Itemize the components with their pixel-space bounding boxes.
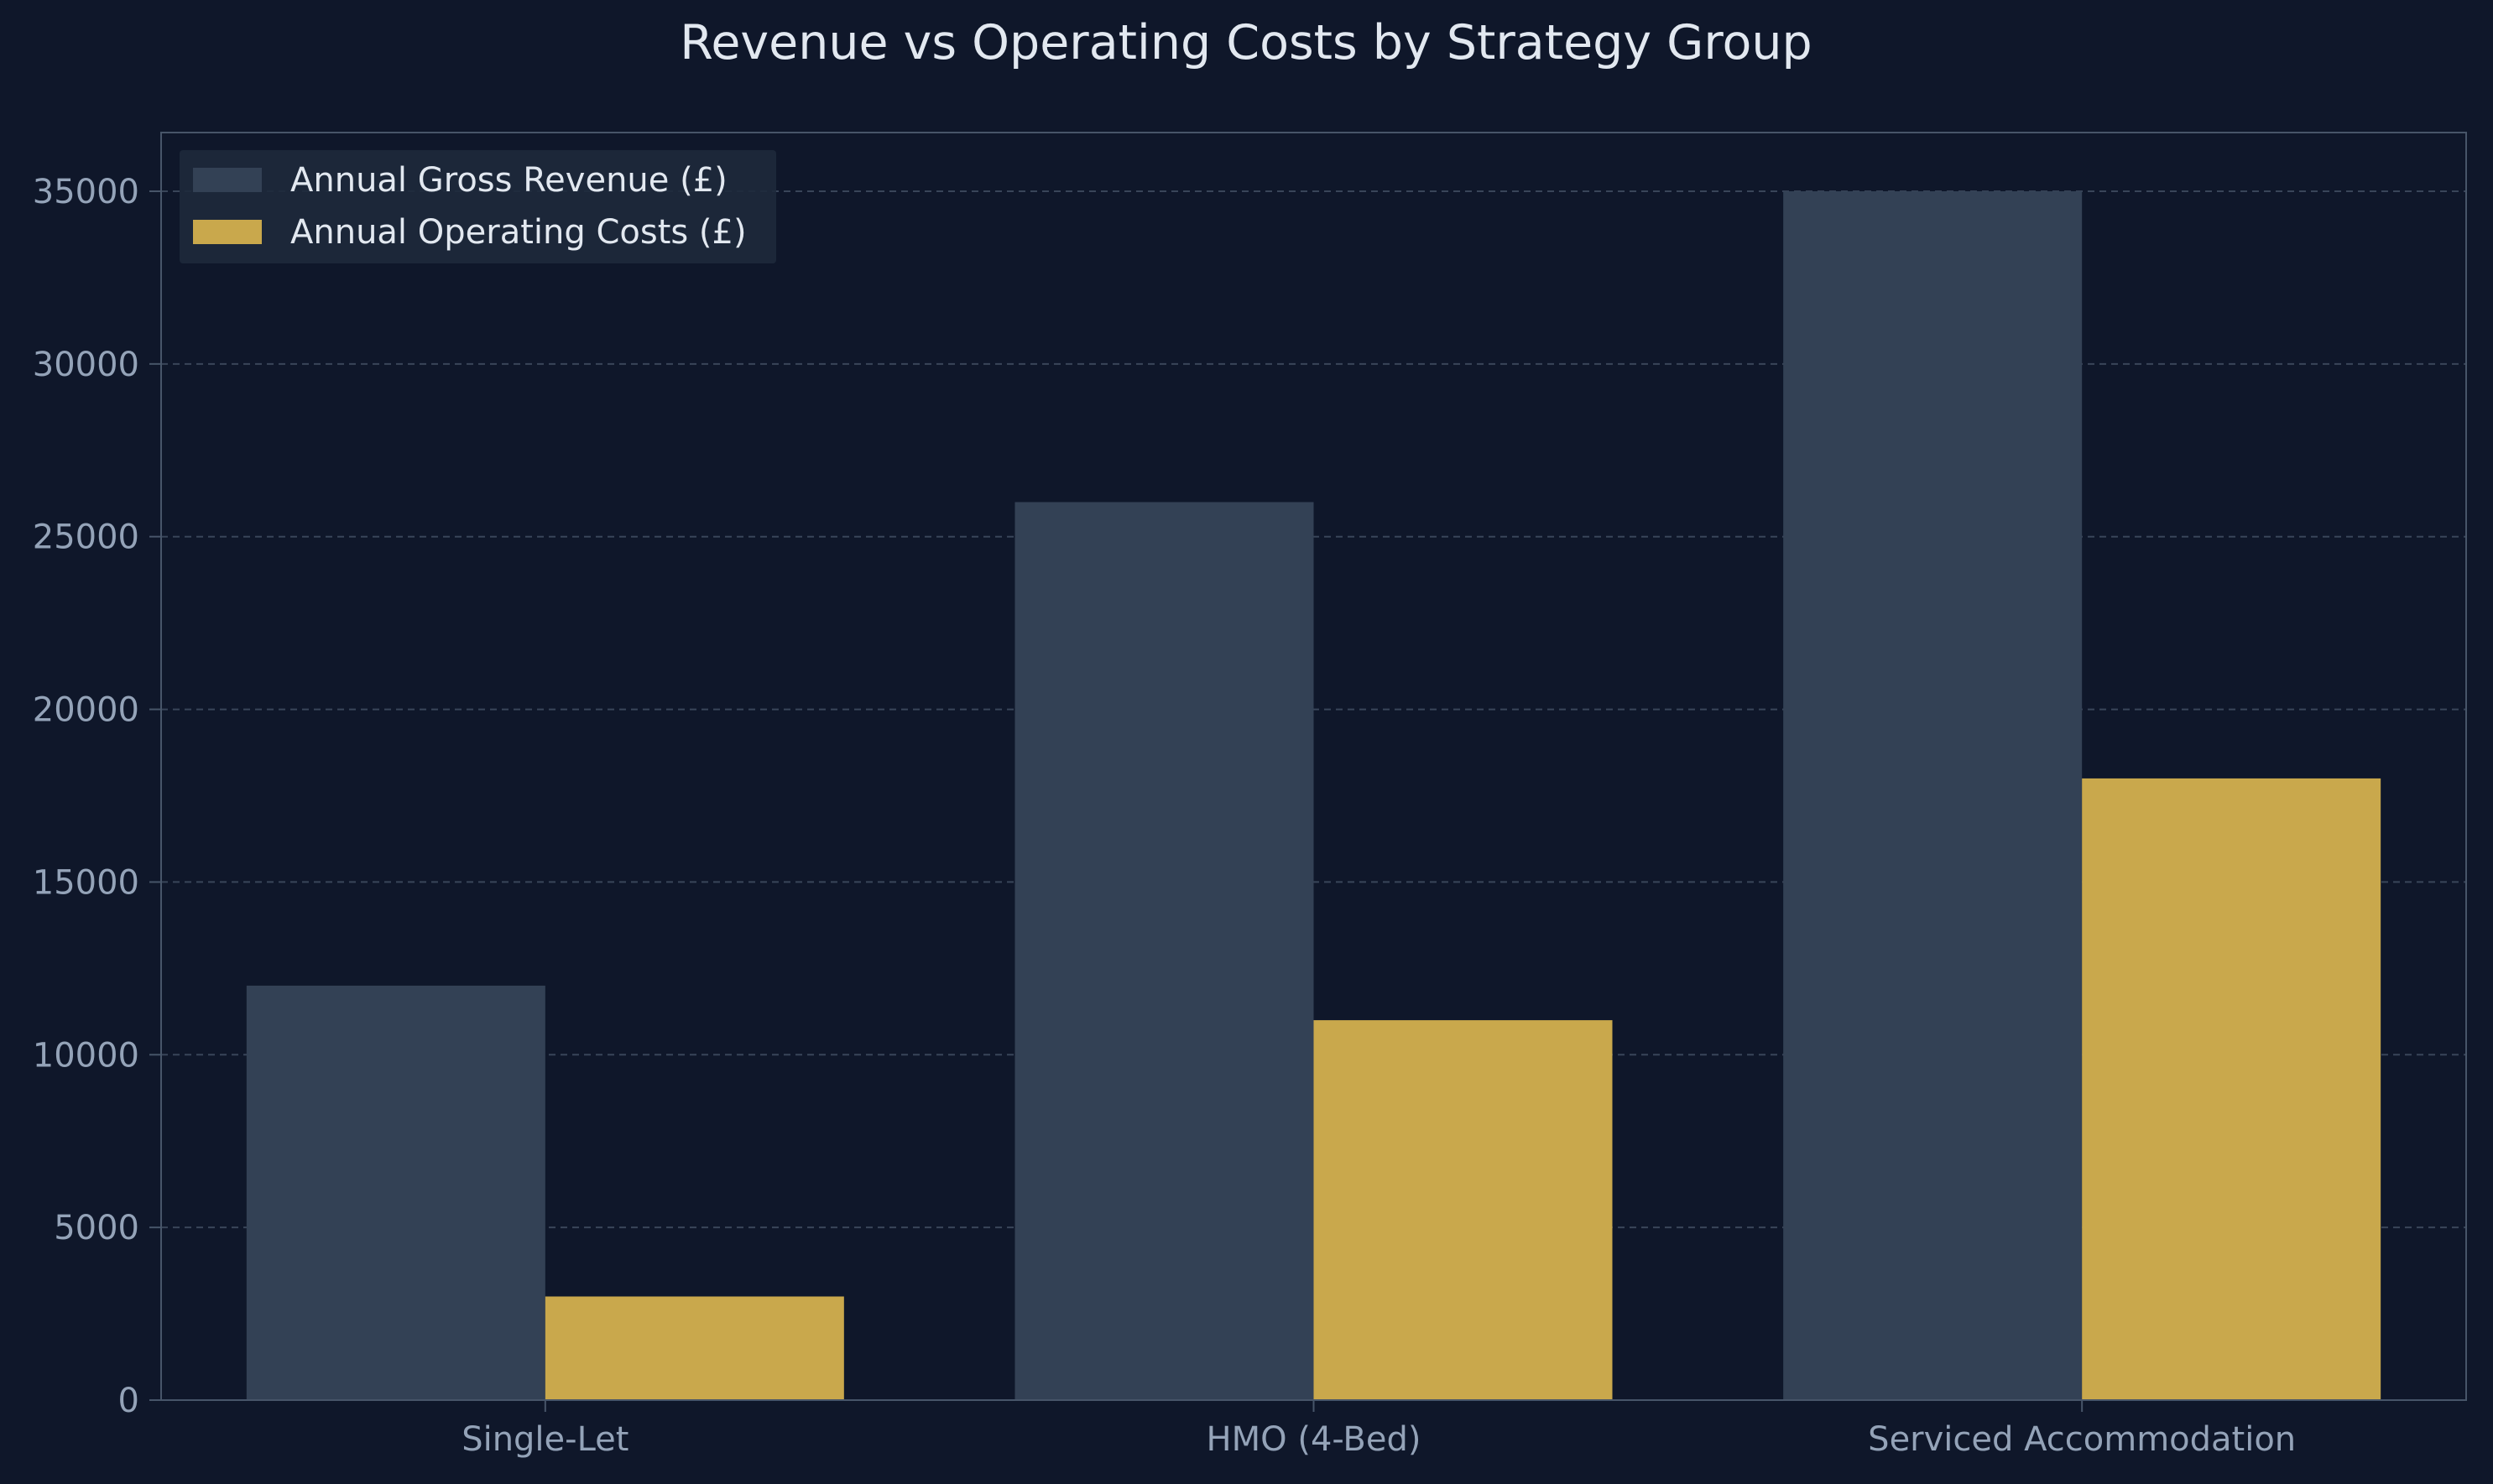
chart-title: Revenue vs Operating Costs by Strategy G… — [680, 15, 1812, 70]
bar-revenue — [1014, 502, 1314, 1400]
x-tick-label: Single-Let — [462, 1420, 628, 1459]
x-axis: Single-Let HMO (4-Bed) Serviced Accommodat… — [462, 1400, 2296, 1459]
bars — [246, 190, 2381, 1400]
y-tick-label: 15000 — [33, 863, 139, 902]
bar-costs — [545, 1296, 844, 1400]
legend-swatch-revenue — [193, 168, 262, 192]
bar-revenue — [1783, 190, 2083, 1400]
legend-label-costs: Annual Operating Costs (£) — [290, 213, 747, 252]
y-tick-label: 10000 — [33, 1036, 139, 1075]
legend-swatch-costs — [193, 220, 262, 244]
x-tick-label: Serviced Accommodation — [1868, 1420, 2296, 1459]
bar-costs — [1313, 1020, 1613, 1400]
bar-revenue — [246, 985, 545, 1400]
y-tick-label: 20000 — [33, 691, 139, 730]
legend: Annual Gross Revenue (£) Annual Operatin… — [180, 150, 776, 263]
legend-box — [180, 150, 776, 263]
y-tick-label: 35000 — [33, 173, 139, 211]
legend-label-revenue: Annual Gross Revenue (£) — [290, 161, 728, 200]
y-axis: 0 5000 10000 15000 20000 25000 30000 35000 — [33, 173, 161, 1420]
y-tick-label: 0 — [118, 1382, 139, 1420]
y-tick-label: 30000 — [33, 346, 139, 384]
bar-costs — [2082, 778, 2381, 1400]
y-tick-label: 5000 — [54, 1209, 139, 1247]
y-tick-label: 25000 — [33, 518, 139, 557]
x-tick-label: HMO (4-Bed) — [1207, 1420, 1421, 1459]
